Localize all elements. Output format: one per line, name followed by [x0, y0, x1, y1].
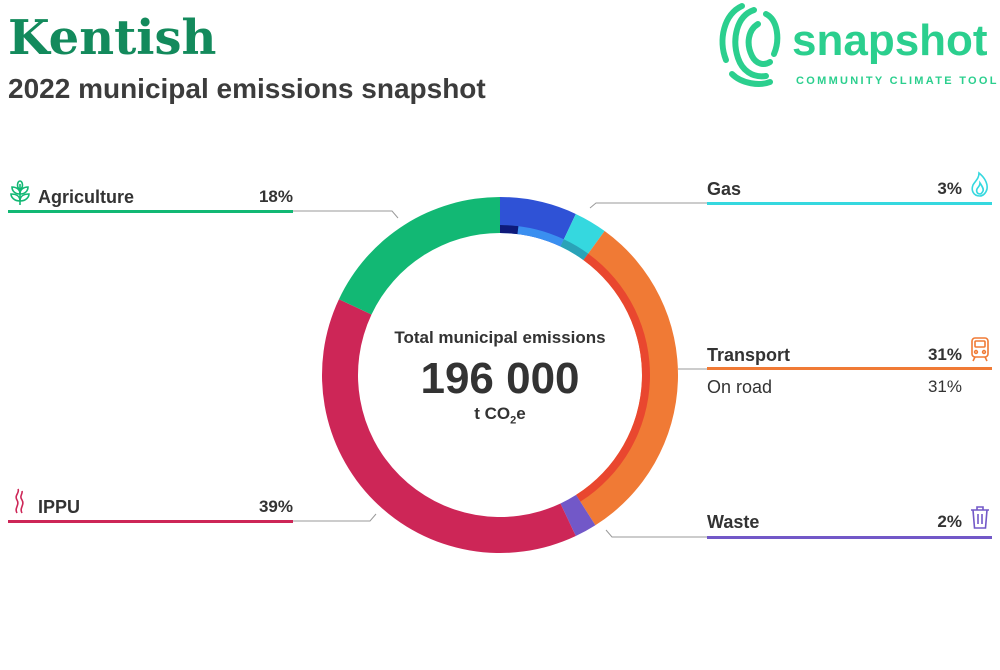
waste-label: Waste [707, 512, 760, 532]
ippu-rule [8, 520, 293, 523]
gas-pct: 3% [937, 179, 962, 198]
transport-pct: 31% [927, 345, 962, 364]
bin-icon [968, 504, 992, 530]
center-unit: t CO2e [360, 404, 640, 426]
transport-sub-slice [576, 253, 650, 502]
ippu-pct: 39% [258, 497, 293, 516]
wheat-icon [8, 180, 32, 206]
logo-tagline: COMMUNITY CLIMATE TOOL [796, 75, 999, 87]
snapshot-logo: snapshot COMMUNITY CLIMATE TOOL [712, 0, 1000, 92]
transport-rule [707, 367, 992, 370]
agriculture-pct: 18% [258, 187, 293, 206]
gas-label: Gas [707, 179, 742, 199]
agriculture-slice [338, 196, 500, 315]
ippu-slice [322, 299, 576, 553]
unit-prefix: t CO [474, 404, 511, 423]
fingerprint-logo-icon [719, 3, 781, 87]
gas-sub-slice [560, 239, 589, 261]
center-total: 196 000 [420, 354, 580, 403]
agriculture-rule [8, 210, 293, 213]
page-title: Kentish [8, 10, 217, 66]
gas-leader-line [589, 202, 707, 209]
logo-wordmark: snapshot [792, 16, 988, 65]
ippu-leader-line [293, 513, 377, 522]
waste-pct: 2% [937, 512, 962, 531]
page-subtitle: 2022 municipal emissions snapshot [8, 73, 486, 104]
flame-icon [968, 171, 992, 197]
transport-label: Transport [707, 345, 791, 365]
smoke-icon [8, 488, 32, 514]
ippu-label: IPPU [38, 497, 81, 517]
waste-rule [707, 536, 992, 539]
transport-slice [576, 230, 678, 526]
on-road-pct: 31% [927, 377, 962, 396]
agriculture-leader-line [293, 210, 399, 219]
gas-rule [707, 202, 992, 205]
unit-suffix: e [516, 404, 526, 423]
waste-leader-line [605, 529, 707, 538]
agriculture-label: Agriculture [38, 187, 135, 207]
center-heading: Total municipal emissions [394, 328, 606, 347]
electricity-sub-slice-dark [500, 225, 519, 235]
unit-subscript: 2 [510, 414, 517, 427]
on-road-label: On road [707, 377, 773, 397]
train-icon [968, 336, 992, 362]
waste-slice [560, 494, 596, 537]
